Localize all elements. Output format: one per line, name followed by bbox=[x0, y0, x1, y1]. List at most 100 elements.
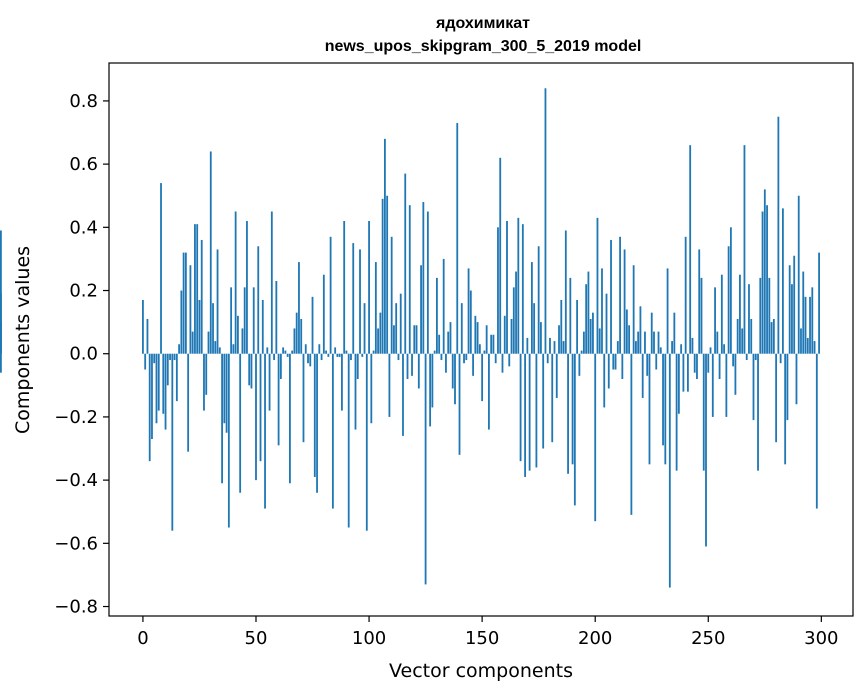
bar bbox=[673, 312, 676, 354]
bar bbox=[474, 315, 477, 354]
bar bbox=[777, 116, 780, 354]
bar bbox=[157, 353, 160, 411]
bar bbox=[657, 331, 660, 354]
bar bbox=[693, 353, 696, 373]
bar bbox=[650, 312, 653, 354]
bar bbox=[0, 230, 2, 354]
y-tick-label: 0.6 bbox=[69, 154, 98, 175]
bar bbox=[524, 353, 526, 477]
bar bbox=[169, 353, 171, 361]
y-ticks-group: −0.8 −0.6 −0.4 −0.2 0.0 0.2 0.4 0.6 0.8 bbox=[54, 91, 109, 618]
bar bbox=[184, 252, 187, 354]
bar bbox=[445, 353, 447, 373]
bar bbox=[668, 353, 671, 588]
bar bbox=[252, 287, 255, 354]
bar bbox=[542, 353, 545, 449]
bar bbox=[644, 331, 646, 354]
bar bbox=[806, 337, 809, 354]
bar bbox=[677, 353, 680, 414]
bar bbox=[164, 353, 167, 430]
bar bbox=[576, 300, 579, 354]
bar bbox=[372, 350, 375, 354]
bar bbox=[304, 344, 307, 354]
bar bbox=[488, 353, 490, 430]
bar bbox=[309, 353, 312, 367]
bar bbox=[277, 353, 280, 446]
bar bbox=[266, 347, 269, 354]
bar bbox=[329, 236, 332, 354]
bar bbox=[334, 347, 337, 354]
bar bbox=[352, 243, 355, 354]
bar bbox=[289, 353, 291, 484]
bar bbox=[800, 328, 802, 354]
x-tick-label: 250 bbox=[691, 628, 725, 649]
bar bbox=[526, 337, 529, 354]
bar bbox=[284, 350, 287, 354]
bar bbox=[368, 221, 370, 354]
bar bbox=[148, 353, 151, 462]
bar bbox=[273, 353, 275, 361]
bar bbox=[772, 318, 775, 354]
bar bbox=[716, 331, 719, 354]
bar bbox=[356, 353, 359, 379]
bar bbox=[171, 353, 174, 531]
bar bbox=[700, 277, 703, 354]
bar bbox=[757, 353, 759, 471]
bar bbox=[151, 353, 153, 440]
bar bbox=[404, 173, 407, 354]
bar bbox=[684, 236, 687, 354]
bar bbox=[492, 334, 495, 354]
bar bbox=[295, 312, 298, 354]
axes-frame bbox=[108, 62, 854, 617]
bar bbox=[207, 331, 210, 354]
bar bbox=[671, 341, 673, 354]
bar bbox=[637, 331, 640, 354]
bar bbox=[653, 331, 655, 354]
bar bbox=[397, 353, 400, 361]
bar bbox=[621, 353, 624, 379]
bar bbox=[467, 268, 470, 354]
bar bbox=[383, 138, 386, 354]
bar bbox=[791, 284, 793, 354]
bar bbox=[551, 353, 554, 443]
bar bbox=[257, 246, 260, 354]
bar bbox=[614, 353, 617, 370]
bar bbox=[698, 249, 701, 354]
y-tick-label: 0.2 bbox=[69, 281, 98, 302]
bar bbox=[589, 318, 592, 354]
bar bbox=[725, 353, 728, 417]
bar bbox=[440, 353, 443, 361]
bar bbox=[571, 353, 574, 465]
bar bbox=[788, 265, 791, 354]
bar bbox=[793, 255, 796, 354]
bar bbox=[187, 353, 190, 452]
bar bbox=[707, 353, 710, 373]
bar bbox=[463, 353, 465, 364]
bar bbox=[594, 353, 597, 522]
bar bbox=[417, 353, 420, 389]
bar bbox=[298, 262, 300, 354]
bar bbox=[592, 312, 594, 354]
bar bbox=[268, 353, 271, 411]
bar bbox=[535, 353, 538, 468]
bar bbox=[460, 303, 463, 354]
bar bbox=[750, 318, 753, 354]
x-axis-label: Vector components bbox=[389, 660, 573, 682]
y-axis-label: Components values bbox=[12, 246, 34, 434]
bar bbox=[343, 221, 346, 354]
x-tick-label: 100 bbox=[352, 628, 386, 649]
bar bbox=[270, 211, 273, 354]
bar bbox=[415, 325, 418, 354]
bar bbox=[795, 353, 798, 405]
bar bbox=[612, 353, 615, 370]
bar bbox=[596, 217, 599, 354]
bar bbox=[325, 350, 327, 354]
y-tick-label: 0.8 bbox=[69, 91, 98, 112]
bar bbox=[517, 217, 520, 354]
bar bbox=[442, 258, 445, 354]
bar bbox=[619, 236, 621, 354]
bar bbox=[205, 353, 208, 395]
bar bbox=[363, 303, 366, 354]
bar bbox=[478, 344, 481, 354]
bar bbox=[485, 325, 488, 354]
